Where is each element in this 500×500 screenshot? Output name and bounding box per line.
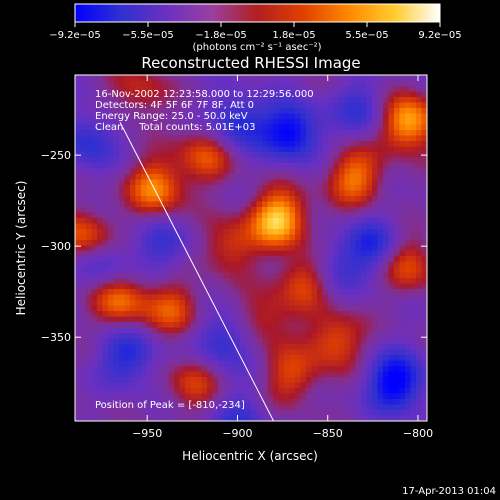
- colorbar-tick-label: −1.8e−05: [195, 30, 247, 41]
- colorbar-units: (photons cm⁻² s⁻¹ asec⁻²): [192, 42, 321, 53]
- chart-title: Reconstructed RHESSI Image: [141, 54, 360, 72]
- colorbar-tick-label: 9.2e−05: [418, 30, 461, 41]
- y-axis-label: Heliocentric Y (arcsec): [14, 181, 28, 316]
- plot-frame: [74, 74, 428, 422]
- x-axis-ticks: −950 −900 −850 −800: [132, 75, 433, 440]
- colorbar-tick-label: −5.5e−05: [122, 30, 174, 41]
- x-tick-label: −900: [222, 427, 252, 440]
- y-axis-ticks: −250 −300 −350: [41, 149, 427, 344]
- colorbar-tick-label: 1.8e−05: [272, 30, 315, 41]
- annotation-energy: Energy Range: 25.0 - 50.0 keV: [95, 111, 248, 122]
- x-axis-label: Heliocentric X (arcsec): [182, 449, 318, 463]
- x-tick-label: −950: [132, 427, 162, 440]
- y-tick-label: −250: [41, 149, 71, 162]
- annotation-time: 16-Nov-2002 12:23:58.000 to 12:29:56.000: [95, 89, 314, 100]
- y-tick-label: −350: [41, 331, 71, 344]
- annotation-block: 16-Nov-2002 12:23:58.000 to 12:29:56.000…: [95, 89, 314, 133]
- footer-timestamp: 17-Apr-2013 01:04: [402, 486, 496, 497]
- colorbar-tick-label: −9.2e−05: [49, 30, 101, 41]
- peak-position-label: Position of Peak = [-810,-234]: [95, 400, 245, 411]
- colorbar-tick-label: 5.5e−05: [345, 30, 388, 41]
- colorbar: [74, 3, 441, 23]
- y-tick-label: −300: [41, 240, 71, 253]
- solar-limb-line: [119, 122, 275, 421]
- annotation-clean: Clean Total counts: 5.01E+03: [95, 122, 255, 133]
- colorbar-ticks: [74, 22, 441, 27]
- colorbar-tick-labels: −9.2e−05 −5.5e−05 −1.8e−05 1.8e−05 5.5e−05 9.…: [49, 30, 461, 41]
- x-tick-label: −850: [313, 427, 343, 440]
- annotation-detectors: Detectors: 4F 5F 6F 7F 8F, Att 0: [95, 100, 254, 111]
- heatmap-image: [75, 75, 427, 421]
- x-tick-label: −800: [403, 427, 433, 440]
